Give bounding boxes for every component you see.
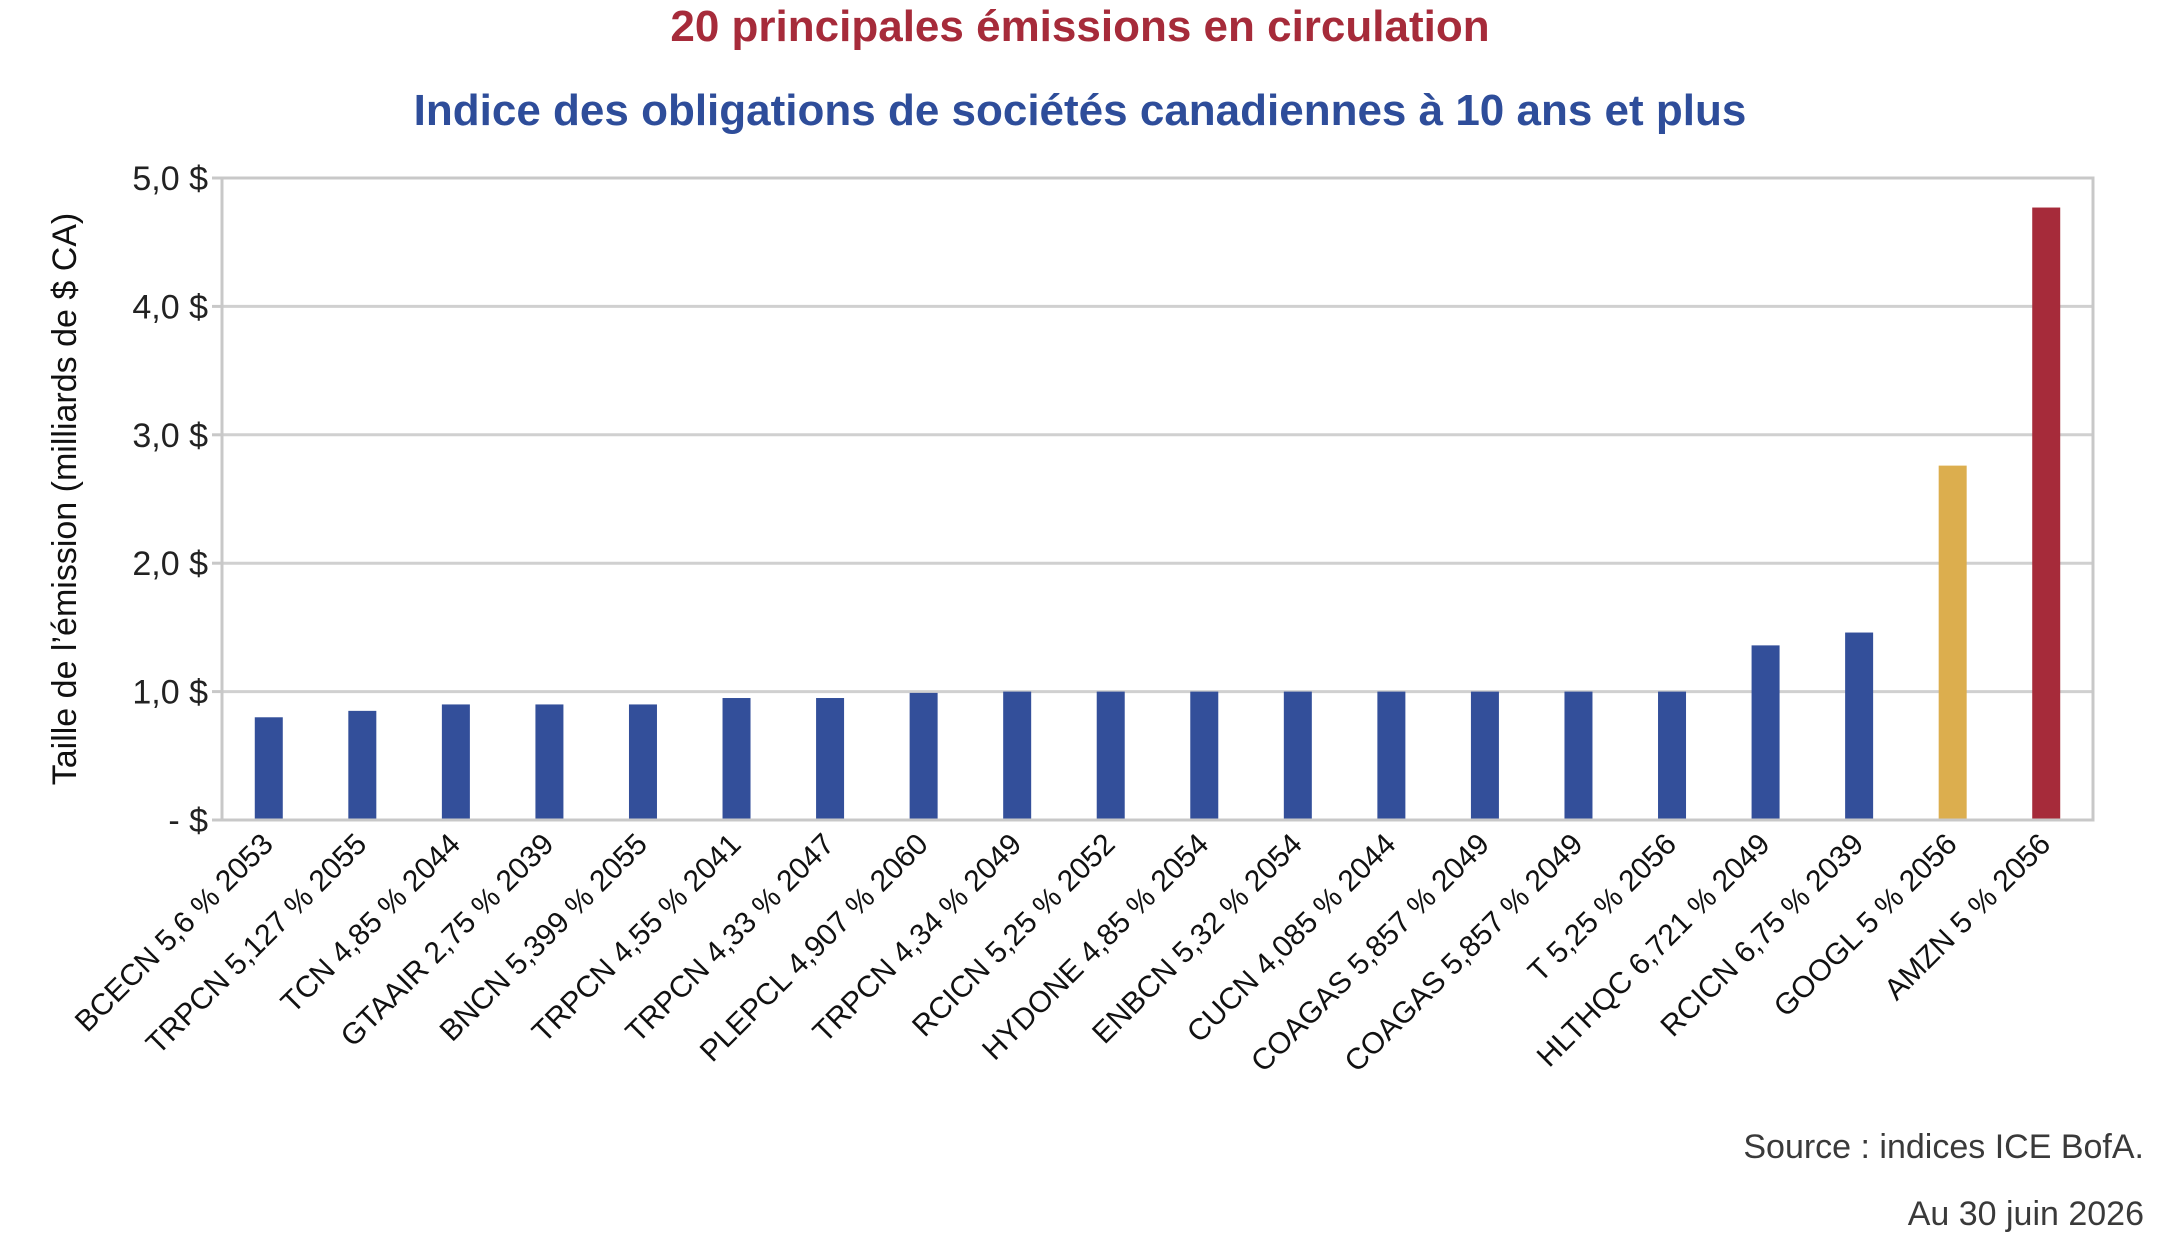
bar xyxy=(816,698,845,820)
bar xyxy=(1190,691,1219,820)
x-tick-label: TCN 4,85 % 2044 xyxy=(275,828,467,1020)
bar xyxy=(1938,465,1967,820)
bar xyxy=(2032,207,2061,821)
y-tick-label: 1,0 $ xyxy=(132,674,208,712)
bar xyxy=(1377,691,1406,820)
y-axis-label: Taille de l’émission (milliards de $ CA) xyxy=(46,213,84,786)
gridlines xyxy=(222,176,2093,822)
y-tick-label: 4,0 $ xyxy=(132,288,208,326)
x-tick-label: AMZN 5 % 2056 xyxy=(1878,828,2057,1007)
bar xyxy=(722,698,751,820)
bar xyxy=(1470,691,1499,820)
y-tick-label: 3,0 $ xyxy=(132,417,208,455)
bar xyxy=(909,692,938,820)
y-axis-ticks: - $ 1,0 $ 2,0 $ 3,0 $ 4,0 $ 5,0 $ xyxy=(132,160,222,840)
bar xyxy=(254,717,283,820)
bar xyxy=(1845,632,1874,820)
bar xyxy=(1096,691,1125,820)
bar xyxy=(348,710,377,820)
y-tick-label: - $ xyxy=(168,802,208,840)
bar xyxy=(1564,691,1593,820)
chart-title: 20 principales émissions en circulation xyxy=(670,2,1490,51)
bar xyxy=(1751,645,1780,820)
bar xyxy=(1003,691,1032,820)
y-tick-label: 2,0 $ xyxy=(132,545,208,583)
bar xyxy=(535,704,564,820)
plot-frame xyxy=(220,176,2095,822)
source-note: Source : indices ICE BofA. xyxy=(1743,1128,2144,1166)
x-tick-label: GOOGL 5 % 2056 xyxy=(1768,828,1964,1024)
bar xyxy=(1283,691,1312,820)
chart-subtitle: Indice des obligations de sociétés canad… xyxy=(413,86,1747,135)
bar xyxy=(628,704,657,820)
y-tick-label: 5,0 $ xyxy=(132,160,208,198)
bar-series xyxy=(254,207,2061,821)
date-note: Au 30 juin 2026 xyxy=(1907,1195,2144,1233)
bar xyxy=(441,704,470,820)
bar xyxy=(1658,691,1687,820)
